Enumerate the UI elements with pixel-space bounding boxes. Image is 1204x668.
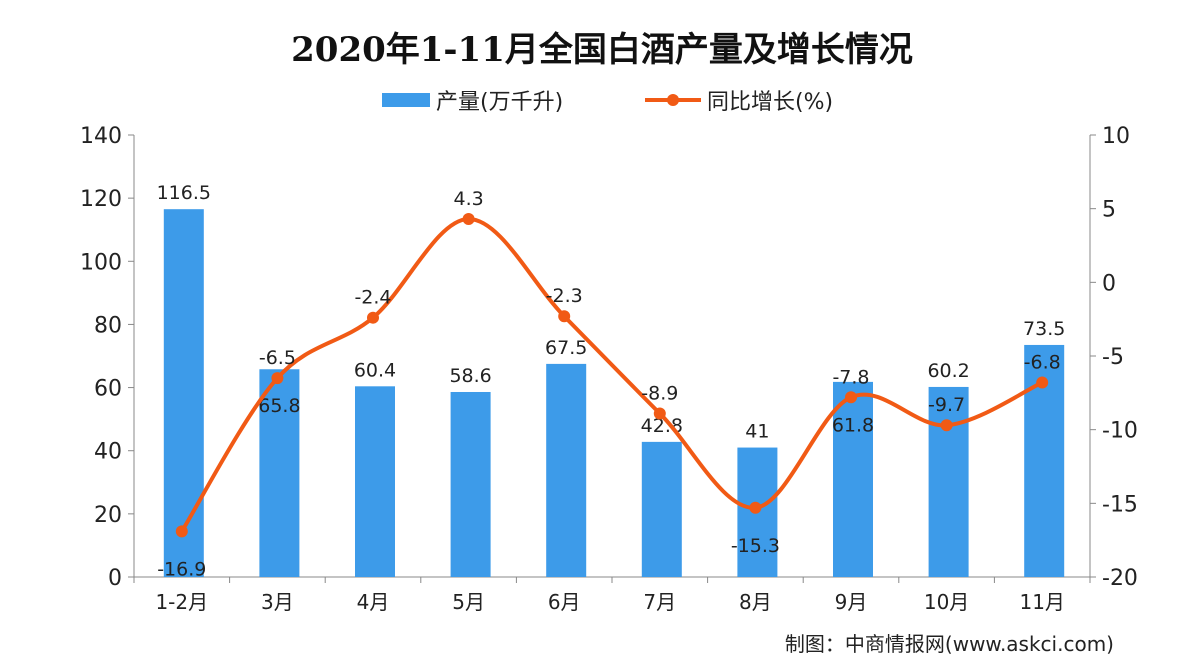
y-right-tick-label: -10 xyxy=(1102,419,1138,444)
growth-point xyxy=(653,407,666,420)
legend-swatch-line xyxy=(645,94,701,106)
source-credit: 制图：中商情报网(www.askci.com) xyxy=(784,632,1114,656)
growth-line xyxy=(180,216,1044,533)
y-right-tick-label: -15 xyxy=(1102,492,1138,517)
x-tick-label: 6月 xyxy=(548,590,581,614)
line-data-label: -9.7 xyxy=(928,394,965,416)
x-tick-label: 3月 xyxy=(261,590,294,614)
growth-point xyxy=(558,310,571,323)
x-tick-label: 8月 xyxy=(739,590,772,614)
legend-swatch-bar xyxy=(382,93,430,107)
bar-data-label: 65.8 xyxy=(258,395,300,417)
bar xyxy=(546,363,587,577)
legend-item-line: 同比增长(%) xyxy=(645,84,833,116)
x-tick-label: 11月 xyxy=(1019,590,1064,614)
bar-data-label: 116.5 xyxy=(157,182,211,204)
y-left-tick-label: 80 xyxy=(94,313,122,338)
bar-data-label: 61.8 xyxy=(832,414,874,436)
y-left-tick-label: 100 xyxy=(80,250,122,275)
growth-point xyxy=(175,525,188,538)
legend-label-line: 同比增长(%) xyxy=(707,90,834,115)
bar xyxy=(641,441,682,577)
x-tick-label: 4月 xyxy=(357,590,390,614)
line-data-label: -2.3 xyxy=(546,285,583,307)
line-data-label: -15.3 xyxy=(731,535,780,557)
x-tick-label: 7月 xyxy=(643,590,676,614)
line-data-label: -6.8 xyxy=(1024,352,1061,374)
x-tick-label: 5月 xyxy=(452,590,485,614)
line-data-label: -8.9 xyxy=(641,382,678,404)
x-tick-label: 9月 xyxy=(835,590,868,614)
bar-data-label: 60.2 xyxy=(927,360,969,382)
line-data-label: -6.5 xyxy=(259,347,296,369)
y-right-tick-label: 5 xyxy=(1102,198,1116,223)
line-data-label: -7.8 xyxy=(832,366,869,388)
y-left-tick-label: 20 xyxy=(94,503,122,528)
chart-title: 2020年1-11月全国白酒产量及增长情况 xyxy=(291,30,913,70)
bar-data-label: 60.4 xyxy=(354,359,396,381)
legend-item-bar: 产量(万千升) xyxy=(382,84,563,116)
bar xyxy=(833,381,873,577)
bar xyxy=(163,209,204,577)
bar xyxy=(928,386,969,577)
line-data-label: -16.9 xyxy=(157,558,206,580)
bar xyxy=(355,386,395,577)
y-left-tick-label: 140 xyxy=(80,124,122,149)
y-right-tick-label: 0 xyxy=(1102,271,1116,296)
bar xyxy=(450,391,491,577)
growth-point xyxy=(749,501,762,514)
bar xyxy=(259,369,300,577)
growth-point xyxy=(462,212,475,225)
bar-data-label: 67.5 xyxy=(545,337,587,359)
y-right-tick-label: 10 xyxy=(1102,124,1130,149)
growth-point xyxy=(940,419,953,432)
bar-data-label: 42.8 xyxy=(641,415,683,437)
y-right-tick-label: -20 xyxy=(1102,566,1138,591)
y-right-tick-label: -5 xyxy=(1102,345,1124,370)
x-tick-label: 1-2月 xyxy=(155,590,208,614)
x-tick-label: 10月 xyxy=(924,590,969,614)
bar-data-label: 73.5 xyxy=(1023,318,1065,340)
legend-label-bar: 产量(万千升) xyxy=(436,90,564,115)
y-left-tick-label: 0 xyxy=(108,566,122,591)
bar-data-label: 41 xyxy=(745,421,769,443)
line-data-label: 4.3 xyxy=(453,188,483,210)
growth-point xyxy=(271,372,284,385)
growth-point xyxy=(367,311,379,324)
growth-point xyxy=(845,391,857,404)
y-left-tick-label: 60 xyxy=(94,377,122,402)
y-left-tick-label: 40 xyxy=(94,440,122,465)
y-left-tick-label: 120 xyxy=(80,187,122,212)
line-data-label: -2.4 xyxy=(354,287,391,309)
bar-data-label: 58.6 xyxy=(449,365,491,387)
growth-point xyxy=(1036,376,1049,389)
